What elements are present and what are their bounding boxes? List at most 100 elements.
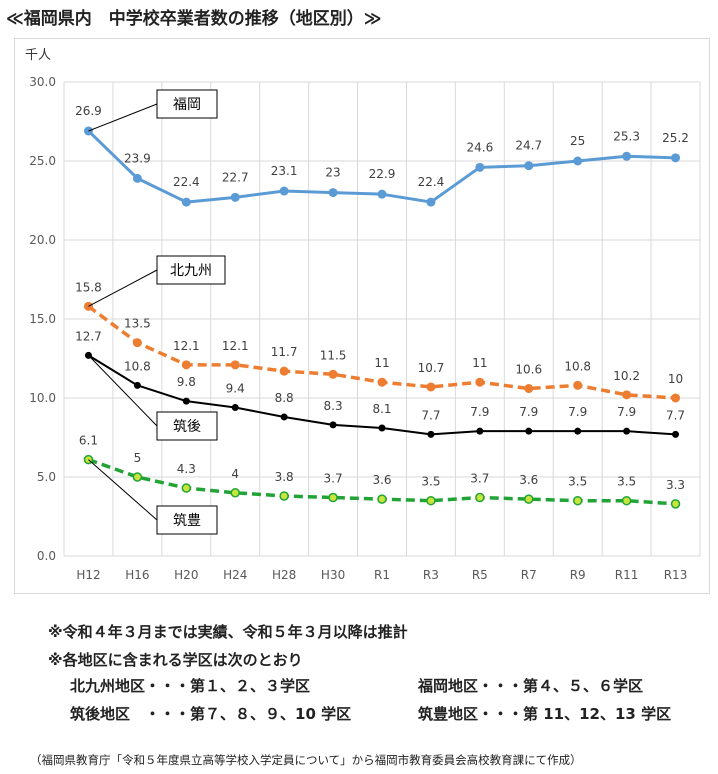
data-label: 3.7	[470, 472, 489, 486]
district-row: 北九州地区・・・第１、２、３学区 福岡地区・・・第４、５、６学区	[70, 672, 643, 700]
note-line-1: ※令和４年３月までは実績、令和５年３月以降は推計	[48, 623, 408, 641]
y-tick-label: 5.0	[37, 470, 56, 484]
data-label: 5	[134, 451, 142, 465]
data-label: 11.5	[320, 348, 347, 362]
data-label: 26.9	[75, 104, 102, 118]
data-label: 9.8	[177, 375, 196, 389]
data-point	[182, 397, 190, 405]
district-left: 北九州地区・・・第１、２、３学区	[70, 677, 311, 695]
data-point	[378, 424, 386, 432]
data-label: 8.3	[324, 399, 343, 413]
data-label: 11	[472, 356, 487, 370]
data-label: 24.6	[466, 140, 493, 154]
chart-svg: 0.0 5.0 10.0 15.0 20.0 25.0 30.0 千人 H12 H16 H20 H24…	[14, 38, 710, 594]
x-tick-label: R9	[570, 568, 586, 582]
y-tick-label: 20.0	[29, 233, 56, 247]
data-label: 3.5	[568, 475, 587, 489]
data-point	[573, 380, 583, 390]
data-point	[132, 472, 143, 482]
chart-border	[14, 38, 710, 594]
legend-leader-line	[88, 103, 158, 132]
data-label: 10.2	[613, 369, 640, 383]
data-point	[132, 338, 142, 348]
data-point	[427, 430, 435, 438]
data-label: 4	[231, 467, 239, 481]
x-tick-label: R7	[521, 568, 537, 582]
data-label: 22.4	[173, 175, 200, 189]
data-label: 3.8	[275, 470, 294, 484]
data-point	[181, 360, 191, 370]
data-label: 22.7	[222, 170, 249, 184]
data-label: 10	[668, 372, 683, 386]
x-tick-label: R13	[664, 568, 688, 582]
data-label: 7.9	[568, 405, 587, 419]
district-left: 筑後地区 ・・・第７、８、９、10 学区	[70, 705, 352, 723]
legend-leader-line	[88, 459, 158, 521]
data-point	[426, 495, 436, 506]
data-point	[279, 366, 289, 376]
x-tick-label: R3	[423, 568, 439, 582]
data-label: 12.7	[75, 329, 102, 343]
data-label: 3.5	[617, 475, 636, 489]
district-list: 北九州地区・・・第１、２、３学区 福岡地区・・・第４、５、６学区 筑後地区 ・・…	[70, 672, 671, 728]
data-point	[670, 499, 681, 509]
legend-leader-line	[88, 354, 158, 427]
data-point	[328, 492, 338, 503]
data-point	[621, 495, 632, 506]
data-label: 12.1	[173, 339, 200, 353]
data-point	[329, 421, 337, 429]
data-point	[574, 427, 582, 435]
data-label: 11.7	[271, 345, 298, 359]
data-label: 10.8	[124, 359, 151, 373]
data-point	[671, 393, 681, 403]
line-chart: 0.0 5.0 10.0 15.0 20.0 25.0 30.0 千人 H12 H16 H20 H24…	[14, 38, 710, 594]
legend-label: 北九州	[170, 263, 212, 279]
data-label: 3.6	[519, 473, 538, 487]
notes: ※令和４年３月までは実績、令和５年３月以降は推計 ※各地区に含まれる学区は次のと…	[48, 618, 408, 674]
y-tick-label: 10.0	[29, 391, 56, 405]
data-point	[672, 430, 680, 438]
district-row: 筑後地区 ・・・第７、８、９、10 学区 筑豊地区・・・第 11、12、13 学…	[70, 700, 671, 728]
data-point	[426, 382, 436, 392]
y-tick-label: 30.0	[29, 75, 56, 89]
data-label: 22.9	[369, 167, 396, 181]
district-right: 筑豊地区・・・第 11、12、13 学区	[418, 705, 672, 723]
data-label: 3.3	[666, 478, 685, 492]
y-tick-label: 0.0	[37, 549, 56, 563]
legend-box	[156, 505, 218, 535]
data-point	[622, 151, 632, 161]
x-tick-label: R11	[615, 568, 639, 582]
x-tick-label: H12	[76, 568, 100, 582]
y-axis-label: 千人	[25, 48, 51, 63]
data-label: 7.7	[666, 408, 685, 422]
data-point	[328, 369, 338, 379]
data-point	[475, 492, 485, 503]
data-label: 25.2	[662, 131, 689, 145]
legend-label: 筑後	[173, 419, 201, 435]
data-label: 25.3	[613, 129, 640, 143]
data-point	[181, 483, 192, 493]
data-label: 6.1	[79, 434, 98, 448]
data-point	[328, 188, 338, 198]
data-point	[377, 189, 387, 199]
data-label: 23	[325, 166, 340, 180]
legend-label: 福岡	[173, 97, 201, 113]
data-point	[524, 494, 534, 504]
page-title: ≪福岡県内 中学校卒業者数の推移（地区別）≫	[6, 9, 382, 29]
x-tick-label: H30	[321, 568, 345, 582]
x-tick-label: H28	[272, 568, 296, 582]
data-point	[573, 156, 583, 166]
x-tick-label: R1	[374, 568, 390, 582]
y-tick-label: 15.0	[29, 312, 56, 326]
data-label: 15.8	[75, 280, 102, 294]
legend-box	[156, 89, 218, 119]
source-note: （福岡県教育庁「令和５年度県立高等学校入学定員について」から福岡市教育委員会高校…	[30, 753, 582, 767]
data-point	[623, 427, 631, 435]
data-point	[524, 384, 534, 394]
data-label: 3.6	[372, 473, 391, 487]
data-label: 10.7	[418, 361, 445, 375]
data-point	[476, 427, 484, 435]
data-label: 7.7	[421, 408, 440, 422]
data-label: 24.7	[515, 139, 542, 153]
legend-box	[156, 411, 218, 441]
